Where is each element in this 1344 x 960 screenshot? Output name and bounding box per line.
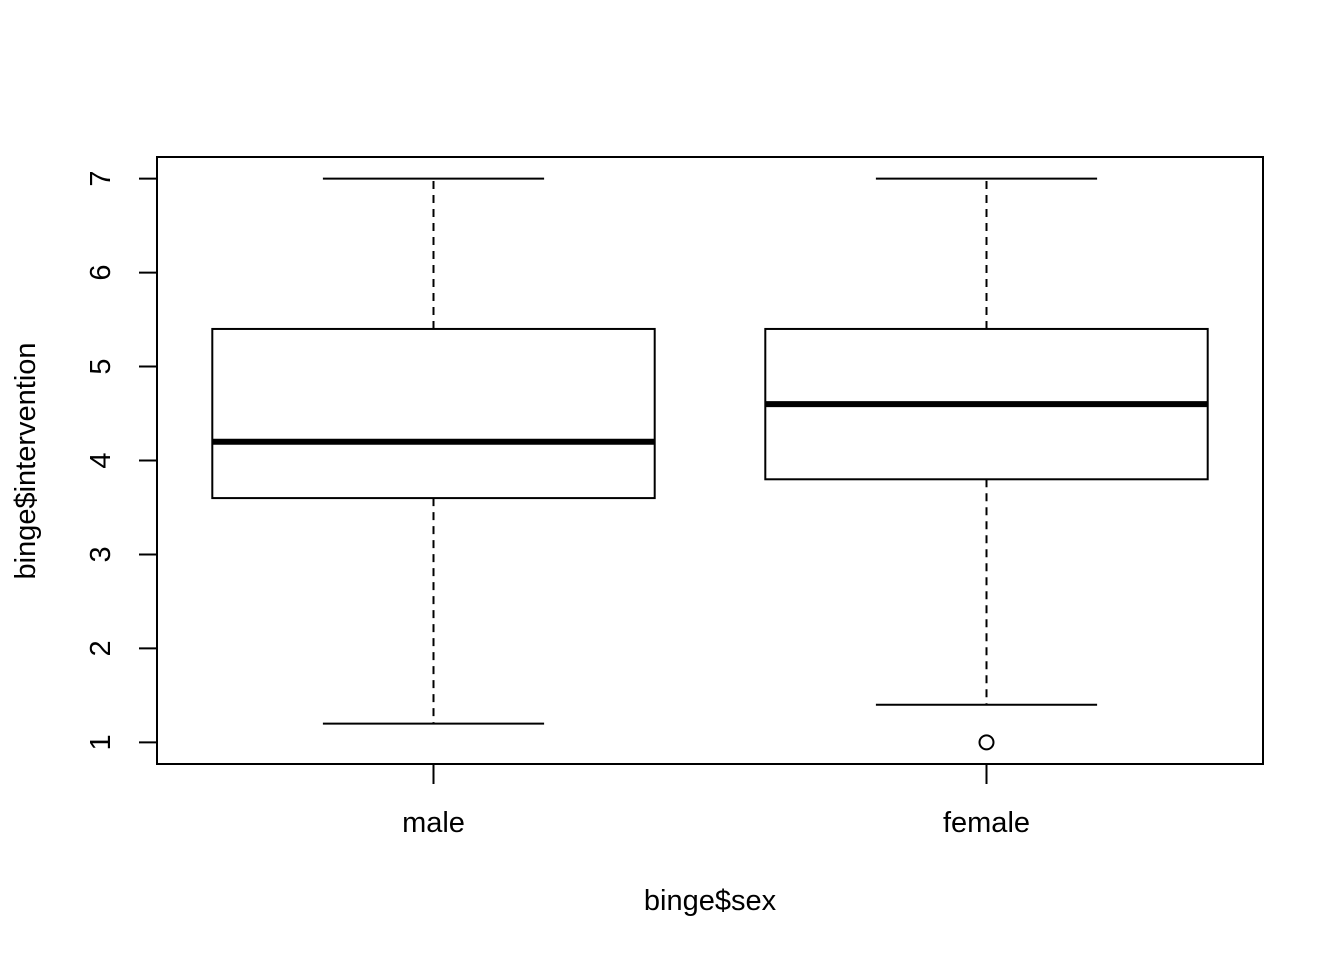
y-tick-label-2: 2 [85, 640, 117, 656]
x-tick-label-female: female [943, 807, 1030, 839]
y-tick-label-7: 7 [85, 171, 117, 187]
y-tick-label-4: 4 [85, 452, 117, 468]
y-axis: 1 2 3 4 5 6 7 [85, 171, 158, 750]
box-female [764, 177, 1209, 751]
y-tick-label-1: 1 [85, 734, 117, 750]
x-tick-label-male: male [402, 807, 465, 839]
y-tick-label-5: 5 [85, 358, 117, 374]
y-tick-label-6: 6 [85, 265, 117, 281]
iqr-box-male [211, 327, 656, 500]
boxes [211, 177, 1209, 751]
outlier-female-0 [978, 734, 995, 751]
box-male [211, 177, 656, 725]
y-axis-title: binge$intervention [10, 342, 42, 579]
x-axis: male female [402, 763, 1030, 839]
x-axis-title: binge$sex [644, 885, 777, 917]
y-tick-label-3: 3 [85, 546, 117, 562]
